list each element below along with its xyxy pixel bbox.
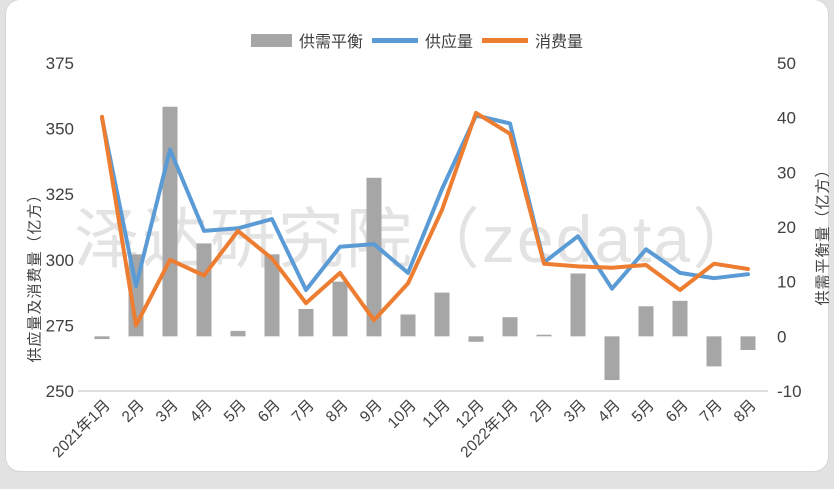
x-tick-label: 5月 <box>629 397 658 426</box>
x-tick-label: 2021年1月 <box>49 396 114 461</box>
left-tick-label: 250 <box>46 382 74 401</box>
balance-bar <box>332 281 348 337</box>
balance-bar <box>502 317 518 337</box>
legend-item-supply: 供应量 <box>371 28 473 52</box>
balance-bar <box>94 336 110 340</box>
balance-bar <box>638 306 654 337</box>
left-tick-label: 275 <box>46 316 74 335</box>
left-tick-label: 300 <box>46 251 74 270</box>
x-tick-label: 4月 <box>595 397 624 426</box>
chart-card: 供需平衡 供应量 消费量 泽达研究院（zedata） 供应量及消费量（亿方） 供… <box>6 0 832 471</box>
balance-bar <box>162 106 178 337</box>
x-tick-label: 2月 <box>119 397 148 426</box>
x-tick-label: 6月 <box>255 397 284 426</box>
balance-bar <box>570 273 586 337</box>
right-tick-label: 50 <box>777 54 796 73</box>
x-tick-label: 6月 <box>663 397 692 426</box>
x-tick-label: 8月 <box>323 397 352 426</box>
balance-bar <box>706 336 722 367</box>
x-tick-label: 11月 <box>419 397 453 431</box>
legend-item-consumption: 消费量 <box>482 28 583 52</box>
right-tick-label: 10 <box>777 273 796 292</box>
consumption-line-swatch <box>482 37 528 43</box>
consumption-line <box>100 110 750 328</box>
x-tick-label: 10月 <box>385 397 420 432</box>
x-tick-label: 4月 <box>187 397 216 426</box>
balance-bar <box>196 243 212 337</box>
x-tick-label: 7月 <box>697 397 726 426</box>
legend-label-consumption: 消费量 <box>535 34 584 51</box>
left-tick-label: 325 <box>46 185 74 204</box>
balance-bar <box>434 292 450 337</box>
balance-bar <box>400 314 416 337</box>
right-tick-label: 40 <box>777 109 796 128</box>
supply-line-swatch <box>371 37 418 43</box>
x-tick-label: 8月 <box>731 397 760 426</box>
x-tick-label: 2月 <box>527 397 556 426</box>
balance-bar-swatch <box>250 33 292 47</box>
legend-label-balance: 供需平衡 <box>298 34 363 51</box>
legend-label-supply: 供应量 <box>424 34 473 51</box>
left-tick-label: 350 <box>46 120 74 139</box>
left-tick-label: 375 <box>46 54 74 73</box>
balance-bar <box>230 330 246 337</box>
right-tick-label: -10 <box>777 382 802 401</box>
balance-bar <box>468 336 484 342</box>
x-tick-label: 5月 <box>221 397 250 426</box>
x-tick-label: 7月 <box>289 397 318 426</box>
balance-bar <box>298 309 314 337</box>
balance-bar <box>604 336 620 381</box>
x-tick-label: 3月 <box>561 397 590 426</box>
supply-line <box>100 113 750 292</box>
x-tick-label: 9月 <box>357 397 386 426</box>
legend-item-balance: 供需平衡 <box>250 28 363 52</box>
balance-bar <box>536 334 552 337</box>
right-tick-label: 20 <box>777 218 796 237</box>
balance-bar <box>264 254 280 337</box>
x-tick-label: 3月 <box>153 397 182 426</box>
balance-bar <box>740 336 756 350</box>
right-tick-label: 30 <box>777 163 796 182</box>
chart-legend: 供需平衡 供应量 消费量 <box>6 28 828 52</box>
balance-bar <box>366 177 382 337</box>
right-tick-label: 0 <box>777 327 786 346</box>
balance-bar <box>672 300 688 337</box>
